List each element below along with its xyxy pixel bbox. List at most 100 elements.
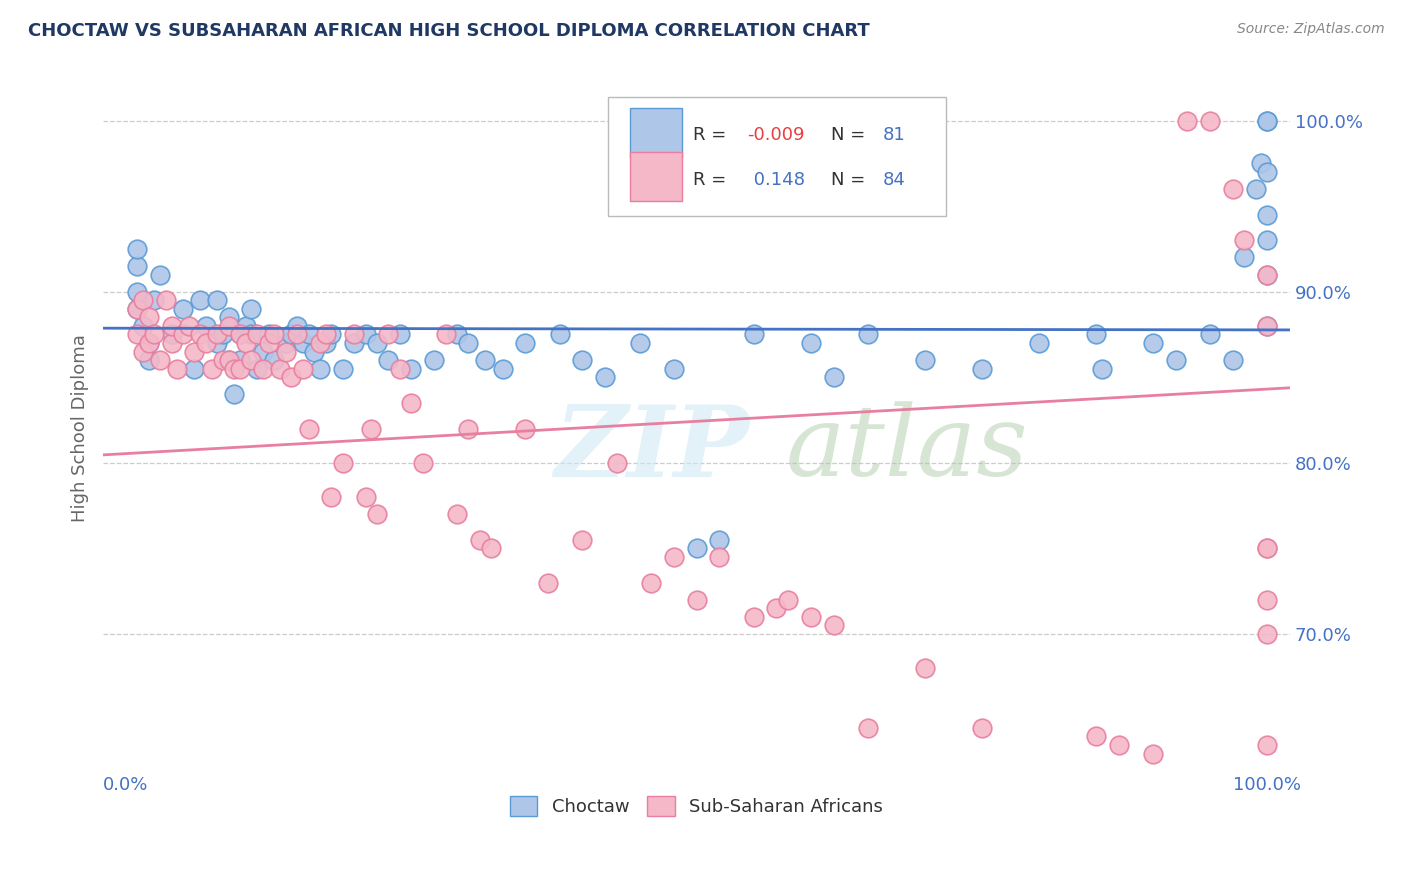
Point <box>285 327 308 342</box>
Point <box>1108 738 1130 752</box>
Text: R =: R = <box>693 171 727 189</box>
Point <box>970 361 993 376</box>
Point <box>218 353 240 368</box>
FancyBboxPatch shape <box>630 108 682 156</box>
Point <box>194 318 217 333</box>
Point <box>138 310 160 325</box>
Text: ZIP: ZIP <box>554 401 749 498</box>
Point <box>1256 208 1278 222</box>
FancyBboxPatch shape <box>607 96 946 217</box>
Point <box>321 490 343 504</box>
Point <box>515 336 537 351</box>
Point <box>309 336 332 351</box>
Point <box>446 327 468 342</box>
Point <box>1256 738 1278 752</box>
Point <box>1175 113 1198 128</box>
Point <box>138 336 160 351</box>
Point <box>138 353 160 368</box>
Point <box>1256 268 1278 282</box>
FancyBboxPatch shape <box>630 153 682 201</box>
Point <box>343 336 366 351</box>
Point <box>200 361 222 376</box>
Point <box>160 318 183 333</box>
Point <box>1199 113 1222 128</box>
Point <box>537 575 560 590</box>
Point <box>457 421 479 435</box>
Point <box>548 327 571 342</box>
Point <box>354 490 377 504</box>
Point <box>183 344 205 359</box>
Point <box>309 361 332 376</box>
Point <box>246 327 269 342</box>
Point <box>1250 156 1272 170</box>
Point <box>218 318 240 333</box>
Point <box>593 370 616 384</box>
Point <box>709 549 731 564</box>
Point <box>229 327 252 342</box>
Point <box>132 344 155 359</box>
Text: Source: ZipAtlas.com: Source: ZipAtlas.com <box>1237 22 1385 37</box>
Point <box>1256 165 1278 179</box>
Point <box>1256 541 1278 556</box>
Point <box>709 533 731 547</box>
Point <box>474 353 496 368</box>
Point <box>315 327 337 342</box>
Point <box>291 361 314 376</box>
Point <box>127 327 149 342</box>
Point <box>800 609 823 624</box>
Point <box>240 301 263 316</box>
Point <box>776 592 799 607</box>
Point <box>263 353 285 368</box>
Point <box>1199 327 1222 342</box>
Point <box>446 507 468 521</box>
Point <box>1256 541 1278 556</box>
Point <box>685 541 707 556</box>
Point <box>240 353 263 368</box>
Point <box>1233 251 1256 265</box>
Point <box>257 336 280 351</box>
Point <box>263 327 285 342</box>
Point <box>662 549 685 564</box>
Point <box>742 609 765 624</box>
Point <box>297 421 319 435</box>
Point <box>155 293 177 308</box>
Point <box>127 242 149 256</box>
Point <box>491 361 513 376</box>
Point <box>188 293 211 308</box>
Point <box>235 318 257 333</box>
Point <box>207 336 229 351</box>
Point <box>138 336 160 351</box>
Point <box>628 336 651 351</box>
Point <box>149 268 172 282</box>
Point <box>315 336 337 351</box>
Point <box>479 541 502 556</box>
Point <box>297 327 319 342</box>
Text: 81: 81 <box>883 127 905 145</box>
Point <box>143 327 166 342</box>
Text: 0.148: 0.148 <box>748 171 804 189</box>
Point <box>274 344 297 359</box>
Point <box>685 592 707 607</box>
Point <box>366 507 388 521</box>
Point <box>377 353 399 368</box>
Point <box>366 336 388 351</box>
Point <box>468 533 491 547</box>
Point <box>321 327 343 342</box>
Point <box>823 618 845 632</box>
Point <box>240 327 263 342</box>
Text: R =: R = <box>693 127 727 145</box>
Point <box>207 293 229 308</box>
Point <box>207 327 229 342</box>
Point <box>457 336 479 351</box>
Point <box>229 361 252 376</box>
Point <box>1028 336 1050 351</box>
Point <box>856 327 879 342</box>
Point <box>291 336 314 351</box>
Point <box>434 327 457 342</box>
Point <box>177 318 200 333</box>
Point <box>218 310 240 325</box>
Point <box>127 285 149 299</box>
Point <box>1256 592 1278 607</box>
Point <box>1222 182 1244 196</box>
Point <box>1244 182 1267 196</box>
